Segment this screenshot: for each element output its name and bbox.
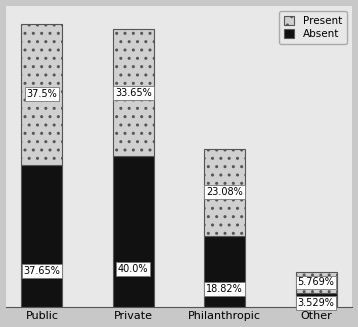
Text: 3.529%: 3.529%: [297, 298, 334, 308]
Bar: [204, 236, 245, 307]
Text: 18.82%: 18.82%: [206, 284, 243, 294]
Bar: [296, 293, 337, 307]
Text: 33.65%: 33.65%: [115, 88, 152, 98]
Text: 40.0%: 40.0%: [118, 264, 149, 274]
Bar: [113, 29, 154, 156]
Text: 37.65%: 37.65%: [24, 266, 61, 276]
Text: 37.5%: 37.5%: [26, 89, 57, 99]
Legend: Present, Absent: Present, Absent: [279, 11, 347, 44]
Bar: [296, 272, 337, 293]
Bar: [204, 149, 245, 236]
Bar: [21, 165, 62, 307]
Text: 23.08%: 23.08%: [206, 187, 243, 197]
Bar: [21, 24, 62, 165]
Text: 5.769%: 5.769%: [297, 277, 334, 287]
Bar: [113, 156, 154, 307]
